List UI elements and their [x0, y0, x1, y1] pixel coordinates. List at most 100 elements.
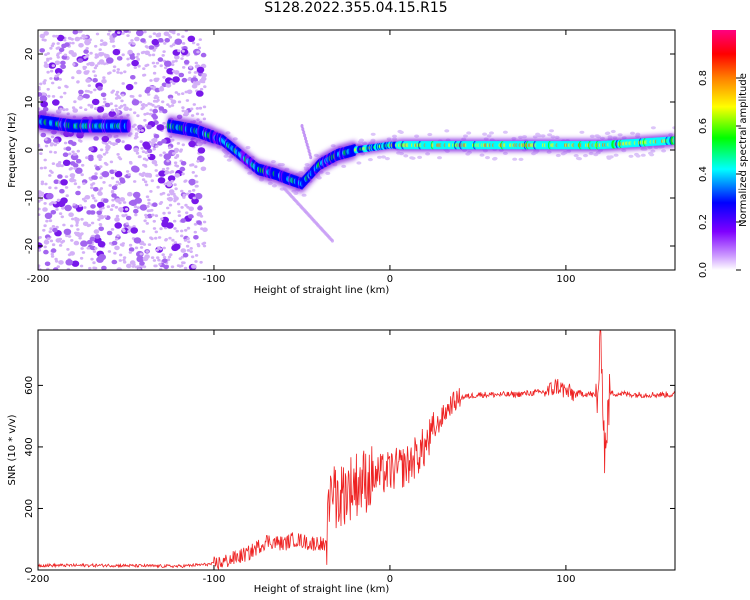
noise-speckle	[73, 179, 77, 182]
noise-speckle	[123, 103, 127, 107]
noise-speckle	[56, 46, 61, 50]
noise-speckle	[142, 141, 150, 148]
noise-speckle	[149, 108, 153, 112]
noise-speckle	[96, 201, 105, 209]
noise-speckle	[97, 86, 103, 91]
noise-speckle	[158, 170, 166, 177]
noise-speckle	[142, 265, 147, 269]
noise-speckle	[71, 217, 75, 221]
noise-speckle	[51, 225, 56, 228]
noise-speckle	[109, 102, 114, 106]
noise-speckle	[178, 72, 185, 78]
noise-speckle	[197, 147, 206, 154]
noise-speckle	[180, 189, 184, 193]
noise-speckle	[103, 53, 107, 57]
y-tick-label: -20	[24, 238, 35, 254]
noise-speckle	[92, 250, 97, 253]
noise-speckle	[170, 265, 175, 269]
noise-speckle	[82, 93, 89, 99]
noise-speckle	[107, 140, 112, 144]
noise-speckle	[57, 86, 61, 89]
noise-speckle	[196, 220, 202, 225]
noise-speckle	[131, 99, 140, 106]
noise-speckle	[146, 205, 150, 208]
noise-speckle	[58, 212, 63, 216]
noise-speckle	[175, 229, 179, 233]
noise-speckle	[359, 138, 364, 142]
noise-speckle	[99, 176, 103, 180]
noise-speckle	[193, 222, 198, 226]
noise-speckle	[554, 135, 560, 139]
noise-speckle	[44, 182, 48, 186]
noise-speckle	[44, 144, 49, 148]
noise-speckle	[133, 237, 142, 244]
noise-speckle	[518, 157, 524, 161]
noise-speckle	[122, 256, 127, 259]
noise-speckle	[485, 156, 490, 160]
noise-speckle	[341, 164, 347, 168]
noise-speckle	[166, 159, 170, 163]
noise-speckle	[89, 236, 96, 242]
noise-speckle	[168, 35, 173, 39]
noise-speckle	[148, 112, 153, 116]
noise-speckle	[145, 195, 150, 199]
noise-speckle	[152, 86, 157, 89]
noise-speckle	[143, 30, 147, 34]
noise-speckle	[145, 45, 150, 49]
noise-speckle	[39, 198, 43, 202]
noise-speckle	[188, 206, 194, 212]
noise-speckle	[174, 91, 178, 94]
noise-speckle	[182, 66, 186, 69]
noise-speckle	[110, 190, 115, 194]
noise-speckle	[88, 176, 92, 180]
noise-speckle	[95, 32, 100, 36]
noise-speckle	[583, 154, 588, 158]
noise-speckle	[132, 166, 140, 173]
noise-speckle	[180, 234, 184, 238]
noise-speckle	[43, 249, 49, 255]
noise-speckle	[181, 92, 185, 95]
noise-speckle	[192, 103, 196, 106]
noise-speckle	[75, 223, 79, 227]
noise-speckle	[410, 156, 416, 160]
noise-speckle	[55, 208, 59, 211]
noise-speckle	[133, 136, 138, 140]
noise-speckle	[77, 95, 83, 101]
noise-speckle	[69, 251, 75, 256]
noise-speckle	[72, 203, 76, 206]
noise-speckle	[134, 127, 138, 131]
noise-speckle	[162, 211, 166, 215]
noise-speckle	[103, 100, 107, 104]
noise-speckle	[156, 256, 160, 260]
noise-speckle	[146, 154, 151, 158]
noise-speckle	[155, 145, 159, 148]
x-tick-label: 100	[556, 274, 575, 285]
noise-speckle	[575, 156, 581, 160]
noise-speckle	[81, 251, 86, 254]
noise-speckle	[123, 260, 127, 264]
colorbar-gradient	[712, 30, 736, 270]
noise-speckle	[84, 35, 88, 39]
noise-speckle	[39, 166, 44, 170]
noise-speckle	[181, 172, 185, 176]
noise-speckle	[125, 83, 134, 91]
snr-line-area	[38, 330, 675, 570]
noise-speckle	[93, 66, 98, 70]
noise-speckle	[68, 50, 75, 55]
noise-speckle	[46, 237, 51, 241]
noise-speckle	[133, 81, 138, 85]
noise-speckle	[111, 259, 118, 265]
noise-speckle	[109, 40, 114, 43]
noise-speckle	[187, 35, 196, 42]
noise-speckle	[107, 72, 111, 75]
noise-speckle	[106, 57, 114, 64]
noise-speckle	[152, 115, 158, 120]
noise-speckle	[122, 229, 126, 233]
noise-speckle	[68, 167, 73, 171]
noise-speckle	[94, 172, 98, 176]
noise-speckle	[52, 227, 58, 233]
noise-speckle	[202, 241, 207, 245]
noise-speckle	[116, 234, 120, 238]
noise-speckle	[38, 92, 43, 97]
